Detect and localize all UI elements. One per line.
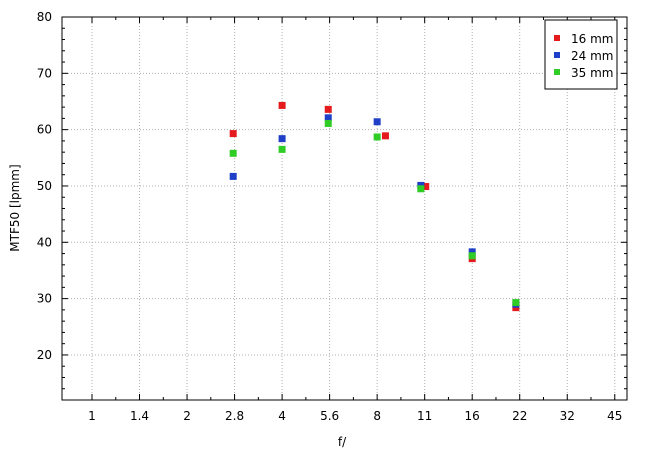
y-tick-label: 80 [37,10,52,24]
data-point-series-0 [229,130,237,138]
axis-ticks [62,16,627,401]
data-point-series-1 [229,172,237,180]
data-point-series-2 [229,149,237,157]
x-tick-labels: 1 1.4 2 2.8 4 5.6 8 11 16 22 32 45 [88,409,622,423]
x-tick-label: 1 [88,409,96,423]
legend-marker-35mm [554,69,560,75]
x-tick-label: 16 [465,409,480,423]
data-point-series-2 [278,145,286,153]
x-tick-label: 5.6 [320,409,339,423]
data-point-series-2 [417,185,425,193]
data-point-series-1 [373,118,381,126]
x-tick-label: 2.8 [225,409,244,423]
legend-marker-16mm [554,35,560,41]
data-point-series-1 [278,135,286,143]
data-points [229,101,520,312]
data-point-series-2 [373,133,381,141]
legend-label-16mm: 16 mm [571,32,613,46]
y-tick-labels: 20 30 40 50 60 70 80 [37,10,52,362]
x-axis-label: f/ [338,435,347,449]
data-point-series-2 [512,299,520,307]
data-point-series-0 [422,183,430,191]
x-tick-label: 4 [278,409,286,423]
x-tick-label: 2 [183,409,191,423]
data-point-series-1 [324,114,332,122]
y-axis-label: MTF50 [lpmm] [8,164,22,251]
y-tick-label: 40 [37,235,52,249]
x-tick-label: 22 [512,409,527,423]
y-tick-label: 70 [37,66,52,80]
data-point-series-0 [278,101,286,109]
data-point-series-1 [468,248,476,256]
data-point-series-0 [381,132,389,140]
x-tick-label: 8 [373,409,381,423]
legend-label-35mm: 35 mm [571,66,613,80]
x-tick-label: 32 [560,409,575,423]
legend-label-24mm: 24 mm [571,49,613,63]
x-tick-label: 11 [417,409,432,423]
legend: 16 mm 24 mm 35 mm [544,19,618,90]
data-point-series-2 [468,252,476,260]
x-tick-label: 45 [607,409,622,423]
y-tick-label: 60 [37,123,52,137]
y-tick-label: 30 [37,292,52,306]
data-point-series-0 [324,105,332,113]
y-tick-label: 20 [37,348,52,362]
legend-marker-24mm [554,52,560,58]
data-point-series-2 [324,119,332,127]
x-tick-label: 1.4 [130,409,149,423]
y-tick-label: 50 [37,179,52,193]
